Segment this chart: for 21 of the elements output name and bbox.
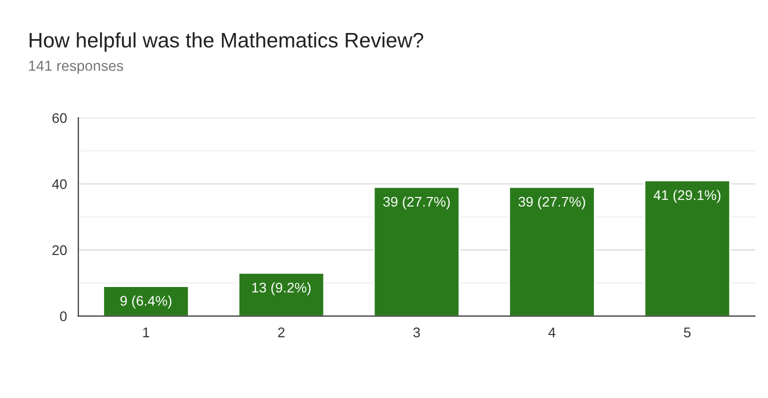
x-tick-label: 3 (413, 327, 420, 338)
y-tick-label: 60 (52, 113, 67, 123)
y-tick-label: 40 (52, 179, 67, 190)
chart-subtitle: 141 responses (29, 60, 124, 74)
x-tick-label: 5 (684, 328, 691, 338)
x-tick-label: 2 (278, 327, 284, 338)
data-label: 9 (6.4%) (120, 296, 172, 308)
bar (373, 186, 460, 316)
bar (508, 186, 596, 316)
data-label: 39 (27.7%) (383, 196, 450, 210)
bar (238, 272, 325, 316)
x-tick-label: 1 (143, 328, 150, 338)
data-label: 41 (29.1%) (654, 190, 720, 203)
y-tick-label: 0 (60, 311, 67, 322)
y-tick-label: 20 (52, 245, 67, 256)
x-tick-label: 4 (548, 328, 556, 338)
bar (102, 286, 190, 316)
bar (644, 180, 731, 316)
data-label: 39 (27.7%) (518, 196, 586, 210)
chart-title: How helpful was the Mathematics Review? (30, 32, 424, 52)
data-label: 13 (9.2%) (252, 282, 311, 296)
